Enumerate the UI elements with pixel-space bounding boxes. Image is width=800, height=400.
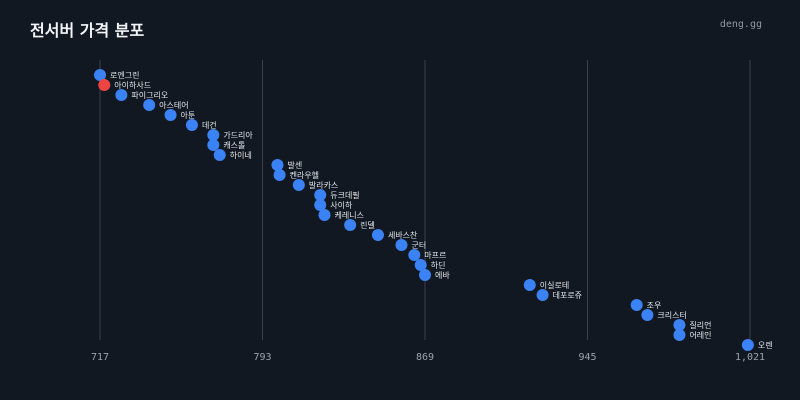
- data-point[interactable]: [207, 129, 220, 141]
- data-point[interactable]: [207, 139, 220, 151]
- point-label: 듀크데필: [330, 190, 359, 200]
- data-point[interactable]: [408, 249, 421, 261]
- data-point[interactable]: [371, 229, 384, 241]
- data-point-group[interactable]: 듀크데필: [314, 189, 360, 201]
- data-point[interactable]: [630, 299, 643, 311]
- data-point-group[interactable]: 질리언: [673, 319, 712, 331]
- point-label: 로엔그린: [110, 70, 139, 80]
- data-point[interactable]: [673, 329, 686, 341]
- point-label: 어레인: [689, 330, 711, 340]
- x-tick-label: 793: [253, 352, 271, 363]
- x-tick-label: 869: [416, 352, 434, 363]
- point-label: 오렌: [758, 340, 773, 350]
- point-label: 가드리아: [223, 130, 253, 140]
- data-point-group[interactable]: 로엔그린: [94, 69, 139, 81]
- data-point-group[interactable]: 파이그리오: [115, 89, 168, 101]
- data-point[interactable]: [314, 199, 327, 211]
- data-point[interactable]: [419, 269, 431, 281]
- data-point[interactable]: [94, 69, 106, 81]
- chart-title: 전서버 가격 분포: [30, 21, 145, 40]
- point-label: 질리언: [689, 320, 711, 330]
- data-point-group[interactable]: 오렌: [741, 339, 773, 351]
- point-label: 린델: [360, 220, 375, 230]
- data-point-group[interactable]: 크리스터: [641, 309, 687, 321]
- data-point[interactable]: [143, 99, 156, 111]
- point-label: 데포로쥬: [553, 291, 582, 300]
- data-point-group[interactable]: 마프르: [408, 249, 446, 261]
- point-label: 캐스톨: [223, 141, 245, 150]
- data-point[interactable]: [185, 119, 198, 131]
- data-point-group[interactable]: 데포로쥬: [536, 289, 582, 301]
- data-point-group[interactable]: 데건: [185, 119, 217, 131]
- data-point[interactable]: [271, 159, 284, 171]
- point-label: 이실로테: [540, 280, 569, 290]
- data-point-group[interactable]: 아이하사드: [98, 79, 151, 91]
- data-point[interactable]: [273, 169, 286, 181]
- brand-label: deng.gg: [719, 19, 762, 30]
- data-point[interactable]: [213, 149, 226, 161]
- data-point[interactable]: [395, 239, 408, 251]
- data-point-group[interactable]: 어레인: [673, 329, 712, 341]
- point-label: 켄라우헬: [290, 170, 319, 180]
- highlighted-data-point[interactable]: [98, 79, 111, 91]
- point-label: 하이네: [230, 150, 252, 160]
- data-point-group[interactable]: 군터: [395, 239, 426, 251]
- data-point[interactable]: [741, 339, 754, 351]
- point-label: 발센: [287, 160, 302, 170]
- x-tick-label: 1,021: [735, 352, 765, 363]
- data-point-group[interactable]: 발센: [271, 159, 302, 171]
- data-point[interactable]: [344, 219, 357, 231]
- data-point-group[interactable]: 세바스찬: [371, 229, 418, 241]
- data-point-group[interactable]: 발라카스: [292, 179, 338, 191]
- point-label: 마프르: [424, 251, 446, 260]
- data-point[interactable]: [292, 179, 305, 191]
- point-label: 세바스찬: [388, 230, 418, 240]
- gridlines: [99, 60, 751, 340]
- point-label: 아스테어: [159, 100, 188, 110]
- data-point-group[interactable]: 에바: [419, 269, 450, 281]
- point-label: 파이그리오: [131, 90, 168, 100]
- data-point[interactable]: [673, 319, 686, 331]
- data-point-group[interactable]: 케레니스: [318, 209, 364, 221]
- data-point-group[interactable]: 캐스톨: [207, 139, 245, 151]
- data-point-group[interactable]: 하이네: [213, 149, 252, 161]
- data-point-group[interactable]: 이실로테: [523, 279, 569, 291]
- point-label: 발라카스: [309, 180, 338, 190]
- x-tick-label: 717: [91, 352, 109, 363]
- data-point-group[interactable]: 사이하: [314, 199, 353, 211]
- data-point-group[interactable]: 하딘: [414, 259, 446, 271]
- point-label: 하딘: [431, 260, 446, 270]
- data-point[interactable]: [164, 109, 177, 121]
- data-point[interactable]: [318, 209, 331, 221]
- point-label: 에바: [435, 270, 450, 280]
- data-point[interactable]: [536, 289, 549, 301]
- data-point-group[interactable]: 켄라우헬: [273, 169, 319, 181]
- data-point-group[interactable]: 아스테어: [143, 99, 189, 111]
- point-label: 아툰: [181, 110, 196, 120]
- x-tick-label: 945: [578, 352, 596, 363]
- data-point-group[interactable]: 아툰: [164, 109, 196, 121]
- point-label: 군터: [411, 241, 426, 250]
- data-point[interactable]: [523, 279, 536, 291]
- data-points: 로엔그린아이하사드파이그리오아스테어아툰데건가드리아캐스톨하이네발센켄라우헬발라…: [94, 69, 773, 351]
- point-label: 데건: [202, 120, 217, 130]
- data-point-group[interactable]: 가드리아: [207, 129, 253, 141]
- data-point[interactable]: [641, 309, 654, 321]
- point-label: 아이하사드: [114, 80, 151, 90]
- x-axis-ticks: 717 793 869 945 1,021: [91, 352, 765, 363]
- point-label: 사이하: [330, 200, 353, 210]
- point-label: 조우: [647, 301, 662, 310]
- point-label: 크리스터: [657, 311, 686, 320]
- data-point[interactable]: [414, 259, 427, 271]
- data-point[interactable]: [115, 89, 128, 101]
- data-point-group[interactable]: 조우: [630, 299, 662, 311]
- data-point-group[interactable]: 린델: [344, 219, 375, 231]
- point-label: 케레니스: [335, 210, 364, 220]
- data-point[interactable]: [314, 189, 327, 201]
